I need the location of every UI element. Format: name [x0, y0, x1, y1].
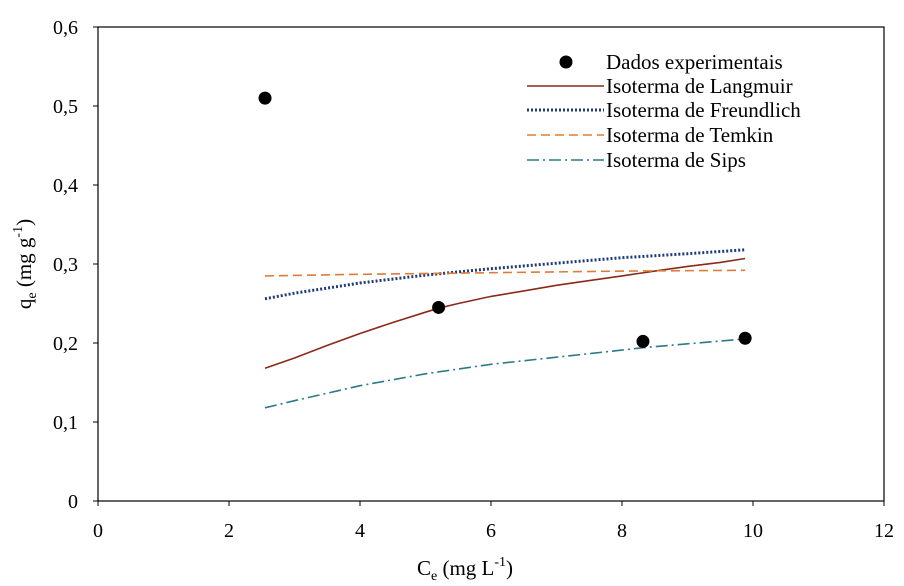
legend-label-sips: Isoterma de Sips — [606, 148, 746, 172]
langmuir-curve — [264, 257, 746, 370]
y-tick-label: 0,4 — [53, 175, 78, 197]
y-tick-label: 0 — [68, 491, 78, 513]
x-tick-label: 6 — [486, 520, 496, 542]
x-tick-label: 10 — [743, 520, 763, 542]
y-axis-ticks: 0 0,1 0,2 0,3 0,4 0,5 0,6 — [53, 17, 98, 513]
x-tick-label: 12 — [874, 520, 894, 542]
legend: Dados experimentais Isoterma de Langmuir… — [527, 50, 801, 172]
temkin-curve — [264, 269, 746, 277]
plot-series — [258, 91, 752, 409]
legend-label-freundlich: Isoterma de Freundlich — [606, 98, 801, 122]
y-tick-label: 0,2 — [53, 333, 78, 355]
legend-item-temkin: Isoterma de Temkin — [527, 123, 774, 147]
x-tick-label: 4 — [355, 520, 365, 542]
x-tick-label: 2 — [224, 520, 234, 542]
legend-item-langmuir: Isoterma de Langmuir — [527, 74, 793, 98]
legend-marker-dados — [559, 55, 573, 69]
y-tick-label: 0,5 — [53, 96, 78, 118]
legend-label-temkin: Isoterma de Temkin — [606, 123, 774, 147]
experimental-data-point — [738, 331, 752, 345]
experimental-data-point — [432, 300, 446, 314]
x-tick-label: 0 — [93, 520, 103, 542]
legend-label-dados: Dados experimentais — [606, 50, 783, 74]
freundlich-curve — [264, 248, 746, 301]
y-axis-title: qe (mg g-1) — [11, 219, 40, 309]
y-tick-label: 0,1 — [53, 412, 78, 434]
x-tick-label: 8 — [617, 520, 627, 542]
legend-label-langmuir: Isoterma de Langmuir — [606, 74, 793, 98]
y-tick-label: 0,3 — [53, 254, 78, 276]
x-axis-title: Ce (mg L-1) — [417, 555, 513, 584]
x-axis-ticks: 0 2 4 6 8 10 12 — [93, 501, 894, 542]
y-tick-label: 0,6 — [53, 17, 78, 39]
experimental-data-point — [258, 91, 272, 105]
legend-item-sips: Isoterma de Sips — [527, 148, 746, 172]
legend-item-freundlich: Isoterma de Freundlich — [527, 98, 801, 122]
experimental-data-point — [636, 334, 650, 348]
sips-curve — [264, 338, 746, 409]
legend-item-dados: Dados experimentais — [559, 50, 783, 74]
